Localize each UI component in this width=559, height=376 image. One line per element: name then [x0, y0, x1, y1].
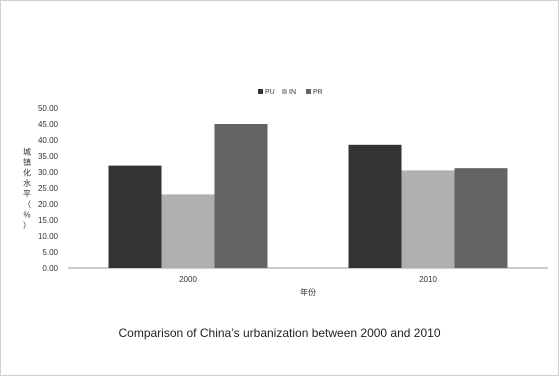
bar-pr-2010 — [454, 168, 508, 268]
bar-pr-2000 — [214, 124, 268, 268]
y-tick-label: 20.00 — [38, 200, 59, 209]
y-tick-label: 45.00 — [38, 120, 59, 129]
y-tick-label: 10.00 — [38, 232, 59, 241]
bars — [108, 124, 508, 268]
bar-pu-2010 — [348, 144, 402, 268]
y-axis-label: 城镇化水平（%） — [23, 147, 31, 230]
y-tick-label: 35.00 — [38, 152, 59, 161]
y-tick-label: 5.00 — [42, 248, 58, 257]
bar-in-2000 — [161, 194, 215, 268]
legend-swatch-pu — [258, 89, 263, 94]
y-axis-ticks: 0.00 5.00 10.00 15.00 20.00 25.00 30.00 35.00 40… — [38, 104, 59, 273]
legend-swatch-pr — [306, 89, 311, 94]
x-tick-label: 2000 — [179, 275, 197, 284]
bar-in-2010 — [401, 170, 455, 268]
legend-label-pr: PR — [313, 89, 323, 96]
legend-label-in: IN — [289, 89, 296, 96]
figure-caption: Comparison of China’s urbanization betwe… — [118, 326, 441, 340]
y-tick-label: 25.00 — [38, 184, 59, 193]
y-tick-label: 40.00 — [38, 136, 59, 145]
legend: PU IN PR — [258, 89, 323, 96]
x-axis-label: 年份 — [300, 287, 316, 297]
y-tick-label: 0.00 — [42, 264, 58, 273]
y-tick-label: 15.00 — [38, 216, 59, 225]
x-axis-tick-labels: 2000 2010 — [179, 275, 437, 284]
y-tick-label: 30.00 — [38, 168, 59, 177]
x-tick-label: 2010 — [419, 275, 437, 284]
bar-pu-2000 — [108, 165, 162, 268]
y-tick-label: 50.00 — [38, 104, 59, 113]
legend-swatch-in — [282, 89, 287, 94]
legend-label-pu: PU — [265, 89, 275, 96]
